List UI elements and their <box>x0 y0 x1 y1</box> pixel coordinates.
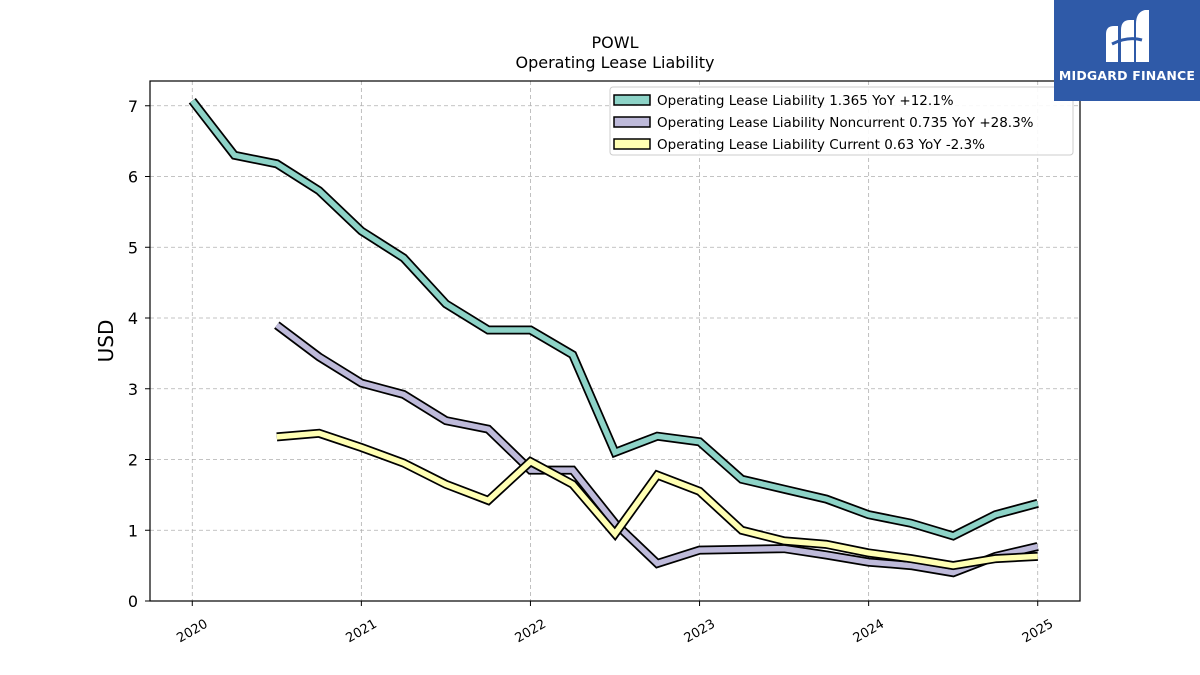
series-line <box>275 322 1039 576</box>
x-axis: 2020 2021 2022 2023 2024 2025 <box>174 601 1056 646</box>
legend-item: Operating Lease Liability 1.365 YoY +12.… <box>613 93 954 109</box>
series-line-outline <box>276 428 1038 571</box>
x-tick-label: 2021 <box>344 617 380 647</box>
x-tick-label: 2024 <box>851 617 887 647</box>
series-layer <box>188 98 1039 578</box>
legend-label: Operating Lease Liability 1.365 YoY +12.… <box>657 93 954 109</box>
series-line <box>276 430 1038 569</box>
legend-label: Operating Lease Liability Noncurrent 0.7… <box>657 115 1034 131</box>
series-1 <box>188 98 1039 541</box>
y-tick-label: 0 <box>128 592 138 611</box>
y-tick-label: 4 <box>128 309 138 328</box>
logo-mark-icon <box>1106 10 1149 62</box>
brand-name: MIDGARD FINANCE <box>1058 68 1196 83</box>
plot-frame <box>149 80 1081 602</box>
x-tick-label: 2020 <box>174 617 210 647</box>
legend-item: Operating Lease Liability Noncurrent 0.7… <box>613 115 1034 131</box>
y-axis-label: USD <box>94 320 118 363</box>
series-3 <box>276 428 1038 571</box>
x-tick-label: 2025 <box>1020 617 1056 647</box>
series-line <box>190 99 1039 539</box>
chart-title: POWL <box>592 33 639 52</box>
legend-swatch <box>613 116 651 128</box>
series-2 <box>274 321 1039 578</box>
y-tick-label: 6 <box>128 168 138 187</box>
chart-subtitle: Operating Lease Liability <box>515 53 714 72</box>
y-tick-label: 5 <box>128 238 138 257</box>
x-tick-label: 2022 <box>513 617 549 647</box>
x-tick-label: 2023 <box>682 617 718 647</box>
y-axis: 0 1 2 3 4 5 6 7 <box>128 97 150 611</box>
y-tick-label: 3 <box>128 380 138 399</box>
y-tick-label: 7 <box>128 97 138 116</box>
series-line-outline <box>274 321 1039 578</box>
brand-logo: MIDGARD FINANCE <box>1054 0 1200 101</box>
legend-item: Operating Lease Liability Current 0.63 Y… <box>613 137 985 153</box>
legend-swatch <box>613 138 651 150</box>
y-tick-label: 1 <box>128 521 138 540</box>
legend-box <box>609 86 1074 156</box>
legend-swatch <box>613 94 651 106</box>
legend: Operating Lease Liability 1.365 YoY +12.… <box>609 86 1074 156</box>
y-tick-label: 2 <box>128 451 138 470</box>
legend-label: Operating Lease Liability Current 0.63 Y… <box>657 137 985 153</box>
